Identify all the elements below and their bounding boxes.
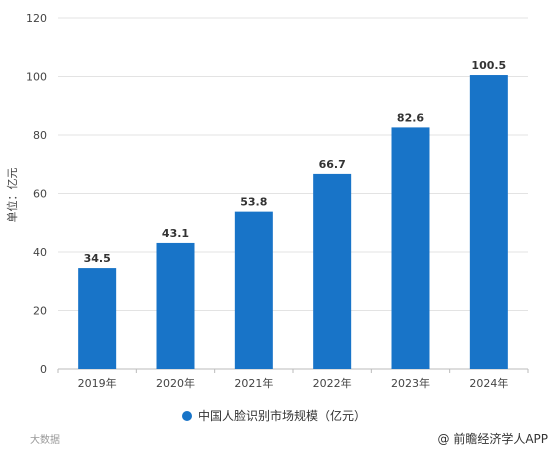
y-axis-label: 单位：亿元 — [5, 168, 19, 223]
bar — [313, 173, 352, 369]
data-label: 66.7 — [319, 158, 346, 171]
bar — [156, 242, 195, 369]
footer-credit: @ 前瞻经济学人APP — [438, 431, 549, 446]
x-tick-label: 2021年 — [234, 376, 273, 390]
legend-marker — [182, 411, 192, 421]
legend-label: 中国人脸识别市场规模（亿元） — [198, 408, 366, 423]
x-tick-label: 2019年 — [78, 376, 117, 390]
bars — [78, 75, 508, 370]
footer-source-left: 大数据 — [30, 433, 60, 446]
x-tick-label: 2024年 — [469, 376, 508, 390]
y-tick-label: 80 — [33, 129, 47, 142]
y-tick-label: 40 — [33, 246, 47, 259]
x-tick-label: 2022年 — [313, 376, 352, 390]
x-tick-label: 2020年 — [156, 376, 195, 390]
gridlines — [58, 17, 528, 370]
bar — [234, 211, 273, 369]
bar — [78, 268, 117, 369]
data-label: 100.5 — [471, 59, 506, 72]
bar — [469, 75, 508, 369]
y-axis-ticks: 0 20 40 60 80 100 120 — [26, 12, 47, 376]
data-label: 53.8 — [240, 196, 267, 209]
y-tick-label: 0 — [40, 363, 47, 376]
y-tick-label: 100 — [26, 71, 47, 84]
data-label: 82.6 — [397, 111, 424, 124]
data-label: 34.5 — [84, 252, 111, 265]
x-axis-ticks: 2019年 2020年 2021年 2022年 2023年 2024年 — [57, 369, 529, 390]
y-tick-label: 20 — [33, 305, 47, 318]
data-labels: 34.5 43.1 53.8 66.7 82.6 100.5 — [84, 59, 507, 265]
bar — [391, 127, 430, 370]
data-label: 43.1 — [162, 227, 189, 240]
legend: 中国人脸识别市场规模（亿元） — [182, 408, 366, 423]
y-tick-label: 60 — [33, 188, 47, 201]
y-tick-label: 120 — [26, 12, 47, 25]
x-tick-label: 2023年 — [391, 376, 430, 390]
